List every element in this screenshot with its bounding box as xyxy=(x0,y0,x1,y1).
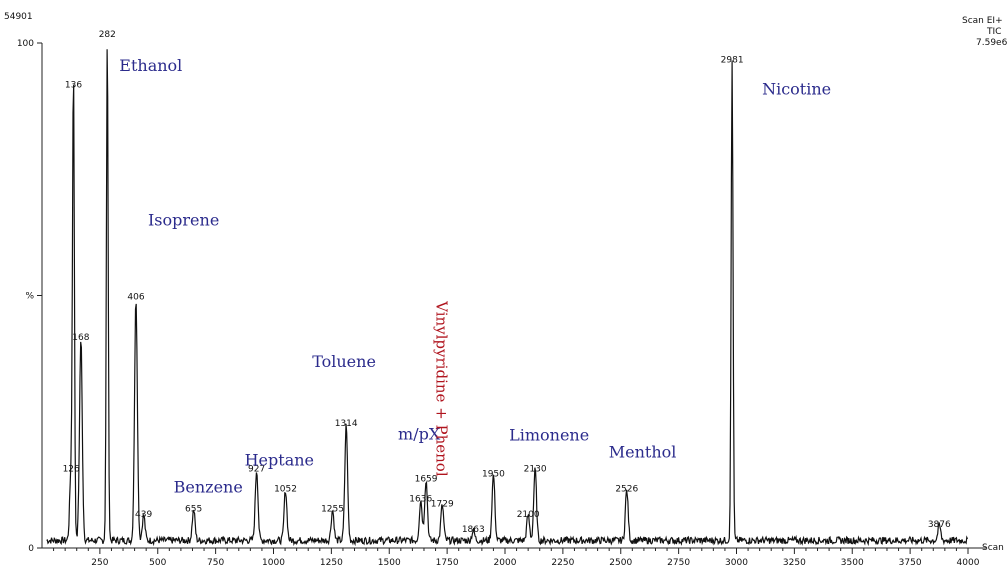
x-tick-label: 1750 xyxy=(436,558,459,568)
annotation-limonene: Limonene xyxy=(509,425,589,444)
peak-label: 1659 xyxy=(415,474,438,484)
tic-trace xyxy=(46,49,969,547)
x-tick-label: 1250 xyxy=(320,558,343,568)
annotation-m-px: m/pX xyxy=(398,424,441,443)
annotation-isoprene: Isoprene xyxy=(148,211,219,230)
peak-label: 1863 xyxy=(462,525,485,535)
scan-mode-label: Scan EI+ xyxy=(962,16,1003,26)
x-tick-label: 4000 xyxy=(957,558,980,568)
x-tick-label: 2750 xyxy=(667,558,690,568)
annotation-ethanol: Ethanol xyxy=(119,56,182,75)
peak-label: 2130 xyxy=(524,464,547,474)
peak-label: 1052 xyxy=(274,485,297,495)
peak-label: 927 xyxy=(248,464,265,474)
annotation-nicotine: Nicotine xyxy=(762,79,831,98)
peak-label: 282 xyxy=(99,30,116,40)
peak-label: 1255 xyxy=(321,505,344,515)
x-axis-label: Scan xyxy=(982,543,1004,553)
annotation-benzene: Benzene xyxy=(174,478,243,497)
peak-label: 1636 xyxy=(409,495,432,505)
x-tick-label: 3750 xyxy=(899,558,922,568)
trace-layer xyxy=(46,49,969,547)
peak-label: 439 xyxy=(135,510,152,520)
tic-intensity-label: 7.59e6 xyxy=(976,38,1008,48)
peak-label: 2981 xyxy=(721,55,744,65)
peak-label: 3876 xyxy=(928,520,951,530)
peak-label: 406 xyxy=(127,293,144,303)
x-tick-label: 2250 xyxy=(551,558,574,568)
x-tick-label: 2500 xyxy=(609,558,632,568)
x-tick-label: 2000 xyxy=(494,558,517,568)
tic-label: TIC xyxy=(986,27,1001,37)
x-tick-label: 250 xyxy=(91,558,108,568)
peak-label: 2100 xyxy=(517,510,540,520)
peak-label: 2526 xyxy=(615,485,638,495)
annotation-toluene: Toluene xyxy=(312,352,376,371)
x-tick-label: 1500 xyxy=(378,558,401,568)
x-tick-label: 3000 xyxy=(725,558,748,568)
peak-label: 126 xyxy=(63,464,80,474)
peak-label: 1314 xyxy=(335,419,358,429)
x-tick-label: 3250 xyxy=(783,558,806,568)
peak-label: 168 xyxy=(72,333,89,343)
peak-label: 136 xyxy=(65,81,82,91)
annotation-vinylpyridine-phenol: Vinylpyridine + Phenol xyxy=(432,300,450,477)
peak-label: 1950 xyxy=(482,469,505,479)
peak-label: 655 xyxy=(185,505,202,515)
x-tick-label: 1000 xyxy=(262,558,285,568)
x-tick-label: 500 xyxy=(149,558,166,568)
axes: 0% 100 250 500 750 1000 1250 1500 1750 2000 2250 25… xyxy=(17,39,1004,568)
y-tick-label: 0 xyxy=(28,544,34,554)
y-tick-label: % xyxy=(25,292,34,302)
peak-labels: 126 136 168 282 406 439 655 927 1052 1255 1314 1636… xyxy=(63,30,951,535)
y-tick-label: 100 xyxy=(17,39,34,49)
annotation-heptane: Heptane xyxy=(245,450,314,469)
annotation-menthol: Menthol xyxy=(609,443,677,462)
scale-max-label: 54901 xyxy=(4,12,33,22)
peak-label: 1729 xyxy=(431,500,454,510)
x-tick-label: 3500 xyxy=(841,558,864,568)
x-tick-label: 750 xyxy=(207,558,224,568)
